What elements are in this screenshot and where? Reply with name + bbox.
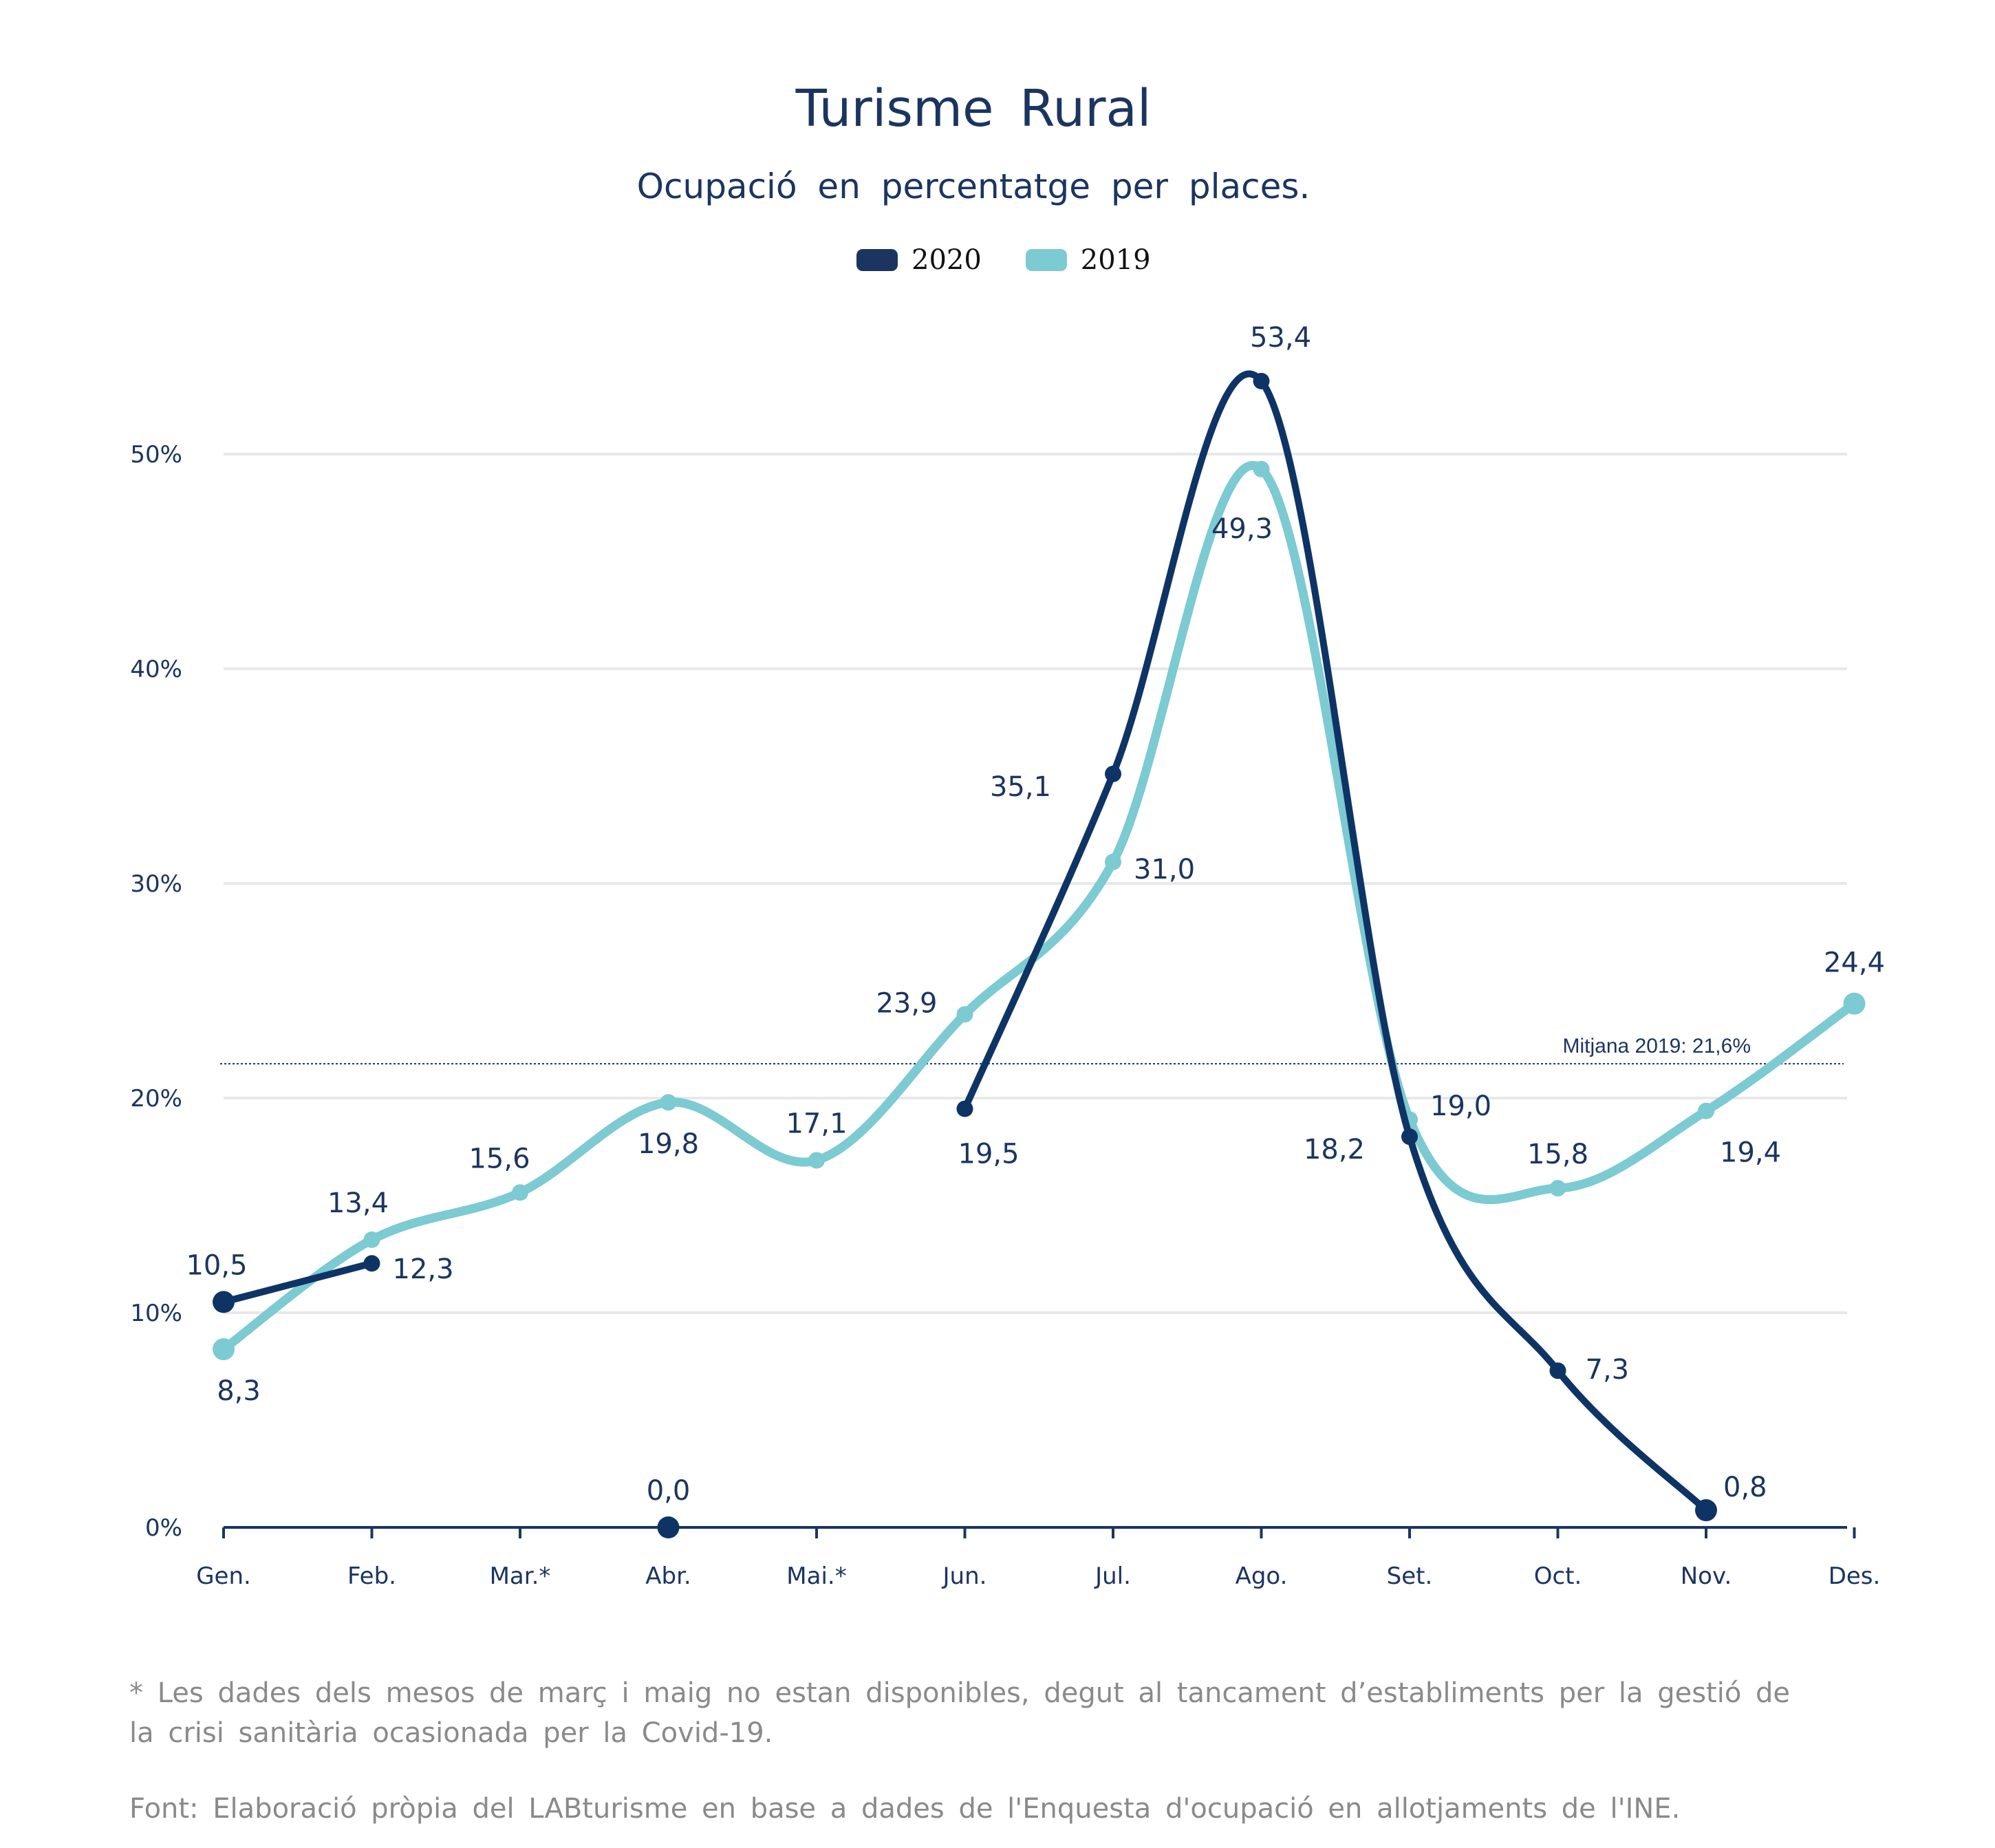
legend-label-2019: 2019 xyxy=(1080,244,1151,276)
data-label-2019: 17,1 xyxy=(786,1108,847,1139)
x-tick-label: Des. xyxy=(1829,1562,1881,1590)
series-line-2019 xyxy=(219,461,1859,1354)
data-label-2020: 19,5 xyxy=(958,1139,1020,1170)
reference-line: Mitjana 2019: 21,6% xyxy=(220,1035,1844,1065)
x-axis: Gen. Feb. Mar.* Abr. Mai.* Jun. Jul. Ago. Set. Oc… xyxy=(196,1526,1881,1590)
legend-item-2020: 2020 xyxy=(856,244,982,276)
legend-label-2020: 2020 xyxy=(912,244,982,276)
data-label-2020: 18,2 xyxy=(1304,1134,1365,1165)
data-labels: 10,5 12,3 0,0 19,5 35,1 53,4 18,2 7,3 0,8 8,3 13,4… xyxy=(186,322,1885,1507)
data-point-2019 xyxy=(660,1094,677,1111)
chart-subtitle: Ocupació en percentatge per places. xyxy=(636,166,1311,206)
data-point-2020 xyxy=(1549,1362,1566,1379)
x-tick-label: Oct. xyxy=(1534,1562,1582,1590)
y-tick-label: 40% xyxy=(130,656,182,683)
data-label-2020: 0,8 xyxy=(1723,1472,1767,1503)
data-label-2019: 13,4 xyxy=(327,1188,389,1219)
y-tick-label: 0% xyxy=(145,1514,182,1542)
data-point-2020 xyxy=(956,1100,973,1117)
data-point-2020 xyxy=(213,1291,235,1313)
data-label-2019: 19,0 xyxy=(1430,1090,1491,1122)
data-point-2019 xyxy=(1105,853,1121,870)
data-point-2019 xyxy=(1698,1102,1714,1119)
x-tick-label: Set. xyxy=(1387,1562,1433,1590)
data-label-2019: 49,3 xyxy=(1211,513,1273,545)
x-tick-label: Gen. xyxy=(196,1562,251,1590)
gridlines xyxy=(224,453,1847,1314)
data-point-2020 xyxy=(1695,1499,1717,1522)
legend-item-2019: 2019 xyxy=(1025,244,1151,276)
data-point-2020 xyxy=(657,1516,680,1538)
legend: 2020 2019 xyxy=(856,244,1195,276)
chart-title: Turisme Rural xyxy=(795,79,1152,138)
average-line-label: Mitjana 2019: 21,6% xyxy=(1562,1035,1751,1057)
data-point-2019 xyxy=(1843,992,1866,1015)
y-axis: 0% 10% 20% 30% 40% 50% xyxy=(130,441,182,1542)
data-label-2020: 10,5 xyxy=(186,1249,247,1281)
x-tick-label: Ago. xyxy=(1236,1562,1288,1590)
x-tick-label: Mar.* xyxy=(490,1562,551,1590)
y-tick-label: 10% xyxy=(130,1300,182,1327)
data-point-2020 xyxy=(363,1255,380,1272)
data-point-2019 xyxy=(1549,1180,1566,1197)
data-point-2019 xyxy=(213,1338,235,1361)
data-point-2020 xyxy=(1401,1128,1418,1146)
data-point-2020 xyxy=(1253,372,1270,389)
data-label-2019: 24,4 xyxy=(1824,947,1885,979)
data-label-2019: 23,9 xyxy=(876,987,937,1019)
y-tick-label: 20% xyxy=(130,1085,182,1113)
line-chart: 0% 10% 20% 30% 40% 50% Gen. Feb. Mar.* Abr. Mai.*… xyxy=(130,322,1885,1590)
series-2019 xyxy=(213,460,1866,1361)
series-line-2020 xyxy=(961,370,1710,1514)
series-2020 xyxy=(213,370,1717,1538)
footnote: * Les dades dels mesos de març i maig no… xyxy=(129,1677,1791,1749)
legend-swatch-2020 xyxy=(856,249,898,271)
data-label-2019: 19,4 xyxy=(1720,1137,1781,1169)
data-label-2019: 31,0 xyxy=(1134,854,1195,885)
data-point-2019 xyxy=(512,1184,528,1201)
x-tick-label: Mai.* xyxy=(786,1562,846,1590)
x-tick-label: Abr. xyxy=(645,1562,691,1590)
data-label-2020: 7,3 xyxy=(1586,1354,1630,1386)
data-label-2020: 12,3 xyxy=(393,1254,454,1285)
y-tick-label: 50% xyxy=(130,441,182,469)
data-label-2019: 8,3 xyxy=(217,1375,261,1407)
data-point-2019 xyxy=(808,1152,825,1169)
series-group xyxy=(213,370,1866,1538)
series-line-2020 xyxy=(220,1260,376,1306)
x-tick-label: Jun. xyxy=(942,1562,987,1590)
data-point-2019 xyxy=(956,1006,973,1023)
legend-swatch-2019 xyxy=(1025,249,1067,271)
y-tick-label: 30% xyxy=(130,870,182,898)
data-label-2019: 15,8 xyxy=(1527,1139,1588,1170)
data-label-2020: 53,4 xyxy=(1250,322,1311,354)
data-point-2019 xyxy=(363,1231,380,1248)
data-label-2020: 35,1 xyxy=(990,771,1051,803)
source-note: Font: Elaboració pròpia del LABturisme e… xyxy=(129,1793,1681,1825)
data-label-2019: 15,6 xyxy=(468,1143,530,1174)
data-point-2020 xyxy=(1105,765,1121,782)
data-point-2019 xyxy=(1253,460,1270,477)
data-label-2019: 19,8 xyxy=(638,1128,699,1160)
data-label-2020: 0,0 xyxy=(647,1475,691,1507)
x-tick-label: Jul. xyxy=(1094,1562,1131,1590)
x-tick-label: Feb. xyxy=(347,1562,396,1590)
x-tick-label: Nov. xyxy=(1681,1562,1732,1590)
